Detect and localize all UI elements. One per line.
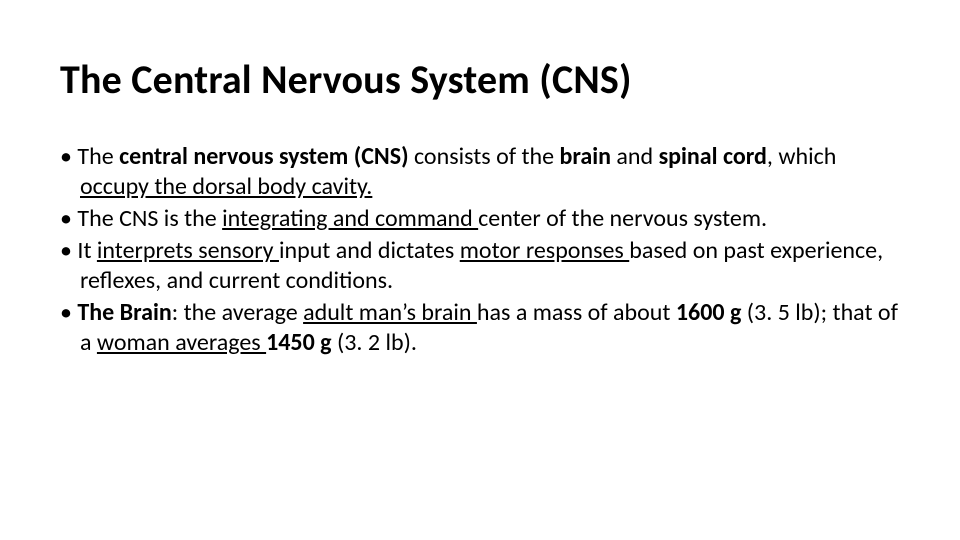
text-run: : the average <box>172 298 303 327</box>
text-run: The <box>77 142 119 171</box>
slide: The Central Nervous System (CNS) The cen… <box>0 0 960 540</box>
bullet-item: The central nervous system (CNS) consist… <box>60 142 900 202</box>
text-run: , which <box>767 142 836 171</box>
text-run: woman averages <box>97 328 266 357</box>
text-run: 1450 g <box>266 328 337 357</box>
text-run: occupy the dorsal body cavity. <box>80 172 372 201</box>
text-run: It <box>77 236 97 265</box>
text-run: spinal cord <box>659 142 767 171</box>
text-run: center of the nervous system. <box>478 204 767 233</box>
slide-title: The Central Nervous System (CNS) <box>60 55 900 104</box>
text-run: adult man’s brain <box>303 298 477 327</box>
text-run: The Brain <box>77 298 171 327</box>
text-run: The CNS is the <box>77 204 222 233</box>
text-run: motor responses <box>460 236 629 265</box>
bullet-item: It interprets sensory input and dictates… <box>60 236 900 296</box>
text-run: has a mass of about <box>477 298 676 327</box>
text-run: (3. 2 lb). <box>337 328 417 357</box>
bullet-item: The CNS is the integrating and command c… <box>60 204 900 234</box>
text-run: input and dictates <box>279 236 460 265</box>
text-run: central nervous system (CNS) <box>119 142 414 171</box>
bullet-item: The Brain: the average adult man’s brain… <box>60 298 900 358</box>
text-run: integrating and command <box>222 204 478 233</box>
text-run: consists of the <box>414 142 560 171</box>
text-run: and <box>616 142 658 171</box>
text-run: interprets sensory <box>97 236 279 265</box>
text-run: brain <box>559 142 616 171</box>
text-run: 1600 g <box>676 298 747 327</box>
bullet-list: The central nervous system (CNS) consist… <box>60 142 900 358</box>
